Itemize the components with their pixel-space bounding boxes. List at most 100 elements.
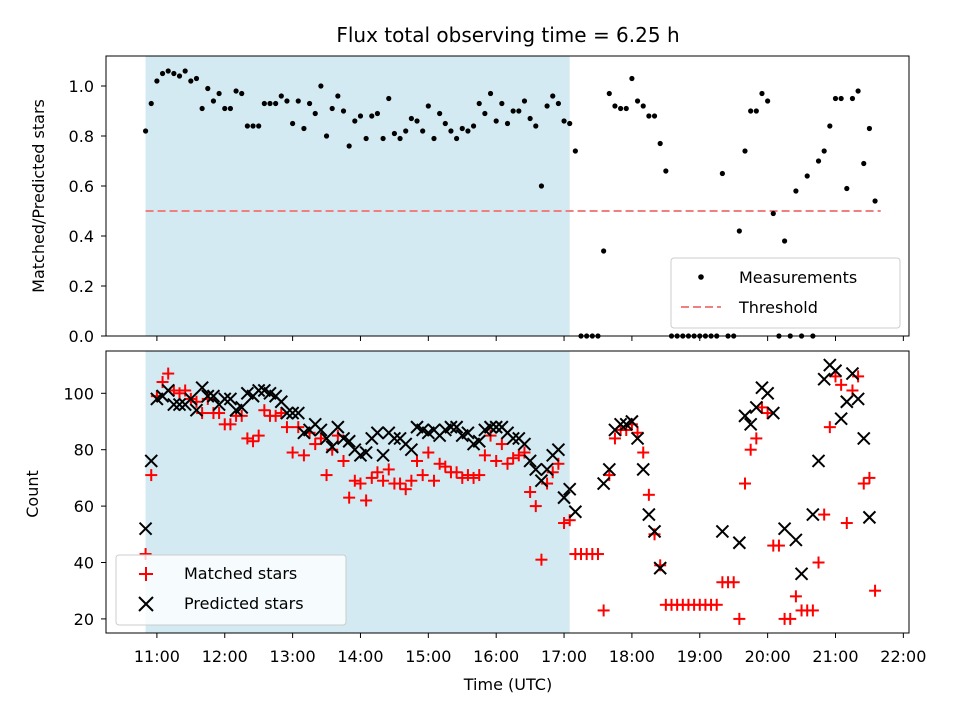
matched-star-point [399,483,412,496]
measurement-point [815,158,822,164]
predicted-star-point [766,406,780,420]
measurement-point [420,128,426,134]
top-legend-box [670,257,901,329]
top-y-axis-label: Matched/Predicted stars [29,99,48,293]
measurement-point [188,78,194,84]
measurement-point [227,105,234,112]
matched-stars-points [139,367,882,625]
predicted-star-point [184,392,198,406]
measurement-point [855,88,861,94]
measurement-point [329,105,335,112]
measurement-point [278,93,284,99]
measurement-point [346,143,352,149]
matched-star-point [642,488,655,501]
predicted-star-point [376,448,390,463]
bottom-panel: 20 40 60 80 100 11:00 12:00 13:00 14:00 15:00 16:… [23,350,926,694]
matched-star-point [450,466,463,479]
matched-star-point [857,477,870,490]
matched-star-point [280,421,293,434]
measurement-point [148,100,154,107]
predicted-star-point [144,454,158,468]
matched-star-point [173,387,186,400]
matched-star-point [337,454,350,467]
measurement-point [437,110,443,117]
measurement-point [759,90,765,97]
measurement-point [273,100,279,107]
matched-star-point [823,421,836,434]
bottom-y-tick-label: 20 [74,610,94,629]
predicted-star-point [314,423,328,437]
legend-marker-measurements [698,274,704,280]
matched-star-point [512,449,525,462]
measurement-point [555,100,561,107]
measurement-point [748,108,754,114]
x-axis-label: Time (UTC) [463,675,552,694]
measurement-point [606,90,612,97]
predicted-star-point [760,386,775,401]
predicted-star-point [483,420,498,434]
measurement-point [544,103,550,109]
bottom-y-tick-label: 40 [74,554,94,573]
measurement-point [340,108,347,114]
predicted-star-point [206,389,221,403]
measurement-point [448,128,454,134]
matched-star-point [343,491,356,504]
measurement-point [216,90,222,97]
matched-star-point [461,469,474,482]
measurement-point [267,100,273,107]
measurement-point [866,125,873,132]
matched-star-point [478,449,491,462]
x-tick-label: 21:00 [812,647,858,666]
matched-star-point [869,584,882,597]
legend-marker-predicted [138,596,154,612]
predicted-star-point [613,417,628,432]
predicted-star-point [636,462,650,477]
predicted-star-point [851,392,865,406]
predicted-star-point [325,440,339,454]
predicted-star-point [195,380,209,395]
measurement-point [521,98,528,104]
predicted-star-point [602,462,616,477]
matched-star-point [275,407,288,420]
predicted-star-point [551,442,566,457]
predicted-star-point [489,420,503,434]
predicted-star-point [291,406,305,420]
matched-star-point [422,446,435,459]
measurement-point [380,135,386,142]
measurement-point [516,108,522,114]
measurement-point [312,110,318,117]
matched-star-point [829,370,842,383]
predicted-star-point [732,536,747,550]
matched-star-point [524,486,537,498]
measurement-point [510,108,516,114]
predicted-star-point [834,411,848,426]
predicted-star-point [138,521,153,536]
predicted-star-point [777,521,792,536]
x-tick-label: 22:00 [880,647,926,666]
predicted-star-point [370,426,385,440]
bottom-legend: Matched stars Predicted stars [115,554,347,626]
top-y-tick-label: 0.6 [69,177,94,196]
matched-star-point [750,432,763,445]
predicted-star-point [625,414,639,429]
predicted-star-point [568,505,583,519]
predicted-star-point [444,420,458,434]
top-measurement-points [142,68,878,339]
matched-star-point [631,426,644,439]
measurement-point [357,113,364,119]
predicted-star-point [862,510,877,525]
x-axis: 11:00 12:00 13:00 14:00 15:00 16:00 17:00 18:00… [134,633,926,666]
matched-star-point [495,438,508,451]
predicted-star-point [319,431,334,446]
predicted-star-point [172,397,187,412]
measurement-point [838,95,844,102]
measurement-point [159,70,166,77]
predicted-star-point [596,476,611,491]
measurement-point [233,88,239,94]
measurement-point [623,105,629,112]
matched-star-point [755,401,768,414]
measurement-point [753,108,759,114]
measurement-point [832,95,839,102]
predicted-star-point [189,403,204,417]
matched-star-point [835,378,848,391]
